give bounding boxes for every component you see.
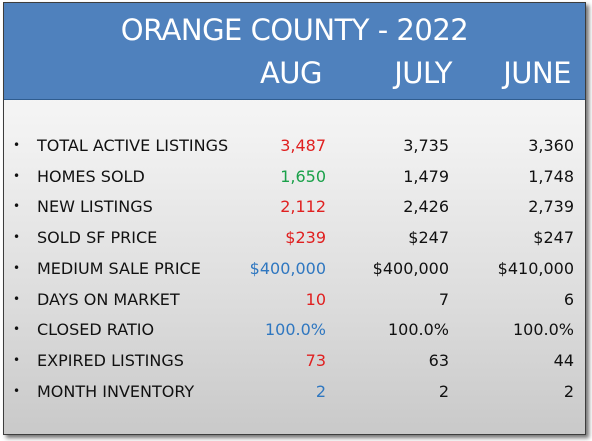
bullet-icon: • bbox=[13, 230, 21, 245]
table-row: • TOTAL ACTIVE LISTINGS 3,487 3,735 3,360 bbox=[4, 136, 585, 166]
value-aug: 73 bbox=[305, 350, 326, 370]
value-june: 2 bbox=[563, 381, 574, 401]
value-june: 44 bbox=[553, 350, 574, 370]
column-header-aug: AUG bbox=[259, 56, 323, 90]
bullet-icon: • bbox=[13, 291, 21, 306]
value-june: $247 bbox=[533, 228, 574, 248]
row-label: TOTAL ACTIVE LISTINGS bbox=[37, 136, 229, 155]
value-aug: $239 bbox=[285, 228, 326, 248]
row-label: MEDIUM SALE PRICE bbox=[37, 258, 201, 278]
value-june: $410,000 bbox=[497, 258, 574, 278]
table-row: • MONTH INVENTORY 2 2 2 bbox=[4, 382, 585, 412]
value-july: 3,735 bbox=[403, 136, 449, 155]
table-row: • EXPIRED LISTINGS 73 63 44 bbox=[4, 351, 585, 381]
row-label: CLOSED RATIO bbox=[37, 320, 155, 340]
row-label: HOMES SOLD bbox=[37, 166, 145, 186]
value-july: $400,000 bbox=[372, 258, 449, 278]
value-july: $247 bbox=[408, 228, 449, 248]
bullet-icon: • bbox=[13, 138, 21, 152]
row-label: MONTH INVENTORY bbox=[37, 381, 195, 401]
table-row: • NEW LISTINGS 2,112 2,426 2,739 bbox=[4, 197, 585, 227]
value-july: 2 bbox=[438, 381, 449, 401]
value-aug: 10 bbox=[305, 289, 326, 309]
value-june: 1,748 bbox=[528, 166, 574, 186]
bullet-icon: • bbox=[13, 168, 21, 183]
value-july: 2,426 bbox=[403, 197, 449, 217]
value-july: 1,479 bbox=[403, 166, 449, 186]
value-july: 7 bbox=[438, 289, 449, 309]
value-june: 2,739 bbox=[528, 197, 574, 217]
row-label: EXPIRED LISTINGS bbox=[37, 350, 184, 370]
header-banner: ORANGE COUNTY - 2022 AUG JULY JUNE bbox=[4, 3, 585, 100]
column-header-june: JUNE bbox=[503, 56, 571, 90]
table-row: • CLOSED RATIO 100.0% 100.0% 100.0% bbox=[4, 320, 585, 350]
value-july: 63 bbox=[428, 350, 449, 370]
bullet-icon: • bbox=[13, 383, 21, 398]
bullet-icon: • bbox=[13, 352, 21, 367]
table-row: • SOLD SF PRICE $239 $247 $247 bbox=[4, 228, 585, 258]
row-label: NEW LISTINGS bbox=[37, 197, 153, 217]
table-row: • DAYS ON MARKET 10 7 6 bbox=[4, 290, 585, 320]
value-june: 3,360 bbox=[528, 136, 574, 155]
slide: ORANGE COUNTY - 2022 AUG JULY JUNE • TOTA… bbox=[3, 2, 586, 435]
row-label: DAYS ON MARKET bbox=[37, 289, 180, 309]
value-june: 100.0% bbox=[512, 320, 574, 340]
table-row: • MEDIUM SALE PRICE $400,000 $400,000 $410,0… bbox=[4, 259, 585, 289]
value-aug: 2 bbox=[315, 381, 326, 401]
value-july: 100.0% bbox=[387, 320, 449, 340]
value-june: 6 bbox=[563, 289, 574, 309]
column-header-july: JULY bbox=[394, 56, 452, 90]
page-title: ORANGE COUNTY - 2022 bbox=[120, 13, 469, 47]
value-aug: $400,000 bbox=[249, 258, 326, 278]
bullet-icon: • bbox=[13, 260, 21, 275]
bullet-icon: • bbox=[13, 322, 21, 337]
table-row: • HOMES SOLD 1,650 1,479 1,748 bbox=[4, 167, 585, 197]
value-aug: 2,112 bbox=[280, 197, 326, 217]
row-label: SOLD SF PRICE bbox=[37, 228, 158, 248]
bullet-icon: • bbox=[13, 199, 21, 214]
value-aug: 100.0% bbox=[264, 320, 326, 340]
value-aug: 1,650 bbox=[280, 166, 326, 186]
value-aug: 3,487 bbox=[280, 136, 326, 155]
